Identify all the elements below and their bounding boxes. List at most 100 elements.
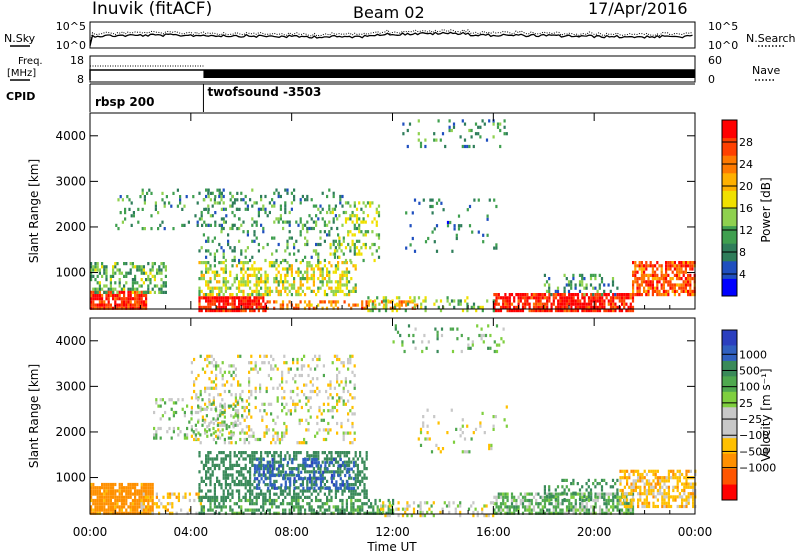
heatmap-cell xyxy=(685,495,688,499)
heatmap-cell xyxy=(636,280,639,284)
heatmap-cell xyxy=(371,242,374,247)
heatmap-cell xyxy=(621,476,624,480)
heatmap-cell xyxy=(338,383,341,387)
heatmap-cell xyxy=(255,502,258,506)
heatmap-cell xyxy=(262,296,265,300)
heatmap-cell xyxy=(244,255,247,259)
heatmap-cell xyxy=(212,399,215,403)
heatmap-cell xyxy=(271,236,274,240)
heatmap-cell xyxy=(470,504,473,508)
heatmap-cell xyxy=(453,227,456,231)
heatmap-cell xyxy=(154,204,157,208)
heatmap-cell xyxy=(352,511,355,515)
heatmap-cell xyxy=(315,470,318,474)
heatmap-cell xyxy=(386,514,389,518)
heatmap-cell xyxy=(596,296,599,300)
heatmap-cell xyxy=(689,293,692,297)
heatmap-cell xyxy=(363,483,366,487)
heatmap-cell xyxy=(205,261,208,265)
heatmap-cell xyxy=(216,305,219,309)
heatmap-cell xyxy=(576,482,579,486)
heatmap-cell xyxy=(429,198,432,202)
heatmap-cell xyxy=(264,210,267,215)
heatmap-cell xyxy=(253,457,256,461)
heatmap-cell xyxy=(634,270,637,274)
heatmap-cell xyxy=(492,415,495,419)
heatmap-cell xyxy=(545,280,549,284)
heatmap-cell xyxy=(249,280,252,284)
heatmap-cell xyxy=(328,280,331,284)
heatmap-cell xyxy=(552,492,555,496)
heatmap-cell xyxy=(539,299,542,303)
heatmap-cell xyxy=(250,354,253,358)
heatmap-cell xyxy=(281,437,284,442)
heatmap-cell xyxy=(692,504,695,509)
heatmap-cell xyxy=(243,409,246,413)
heatmap-cell xyxy=(317,451,320,455)
heatmap-cell xyxy=(626,498,629,502)
heatmap-cell xyxy=(147,508,150,512)
heatmap-cell xyxy=(407,333,411,338)
heatmap-cell xyxy=(299,463,302,467)
heatmap-cell xyxy=(105,306,108,310)
heatmap-cell xyxy=(631,495,635,499)
heatmap-cell xyxy=(209,198,212,202)
heatmap-cell xyxy=(336,402,339,406)
heatmap-cell xyxy=(437,119,440,123)
heatmap-cell xyxy=(334,267,337,271)
heatmap-cell xyxy=(614,296,617,300)
heatmap-cell xyxy=(519,309,522,313)
heatmap-cell xyxy=(530,492,533,496)
heatmap-cell xyxy=(205,473,208,477)
heatmap-cell xyxy=(321,451,324,455)
heatmap-cell xyxy=(557,492,560,496)
heatmap-cell xyxy=(253,309,256,313)
heatmap-cell xyxy=(614,505,617,509)
heatmap-cell xyxy=(306,267,309,271)
heatmap-cell xyxy=(395,302,399,306)
heatmap-cell xyxy=(290,201,293,205)
heatmap-cell xyxy=(209,214,212,218)
heatmap-cell xyxy=(598,273,601,277)
heatmap-cell xyxy=(125,303,128,307)
heatmap-cell xyxy=(678,270,681,274)
heatmap-cell xyxy=(253,467,257,471)
heatmap-cell xyxy=(316,421,319,426)
heatmap-cell xyxy=(304,277,307,281)
heatmap-cell xyxy=(354,473,357,477)
heatmap-cell xyxy=(213,502,216,506)
heatmap-cell xyxy=(244,492,247,496)
heatmap-cell xyxy=(279,303,282,307)
heatmap-cell xyxy=(273,502,276,506)
heatmap-cell xyxy=(142,265,145,269)
heatmap-cell xyxy=(253,477,257,481)
heatmap-cell xyxy=(142,489,145,493)
heatmap-cell xyxy=(134,486,137,490)
heatmap-cell xyxy=(337,233,340,237)
heatmap-cell xyxy=(205,207,208,211)
heatmap-cell xyxy=(481,309,484,313)
heatmap-cell xyxy=(254,367,257,371)
heatmap-cell xyxy=(351,220,354,224)
heatmap-cell xyxy=(630,488,633,493)
heatmap-cell xyxy=(109,502,112,506)
heatmap-cell xyxy=(665,485,668,489)
heatmap-cell xyxy=(328,261,331,265)
heatmap-cell xyxy=(200,261,203,265)
heatmap-cell xyxy=(207,467,210,471)
heatmap-cell xyxy=(212,364,215,368)
heatmap-cell xyxy=(306,270,309,274)
heatmap-cell xyxy=(334,470,337,474)
heatmap-cell xyxy=(517,293,520,297)
heatmap-cell xyxy=(339,477,342,481)
heatmap-cell xyxy=(611,478,615,482)
heatmap-cell xyxy=(684,277,687,281)
heatmap-cell xyxy=(327,428,330,432)
heatmap-cell xyxy=(369,246,372,250)
heatmap-cell xyxy=(539,302,542,306)
heatmap-cell xyxy=(246,233,249,237)
heatmap-cell xyxy=(548,277,551,281)
heatmap-cell xyxy=(112,271,115,275)
heatmap-cell xyxy=(248,361,251,365)
heatmap-cell xyxy=(317,286,320,290)
